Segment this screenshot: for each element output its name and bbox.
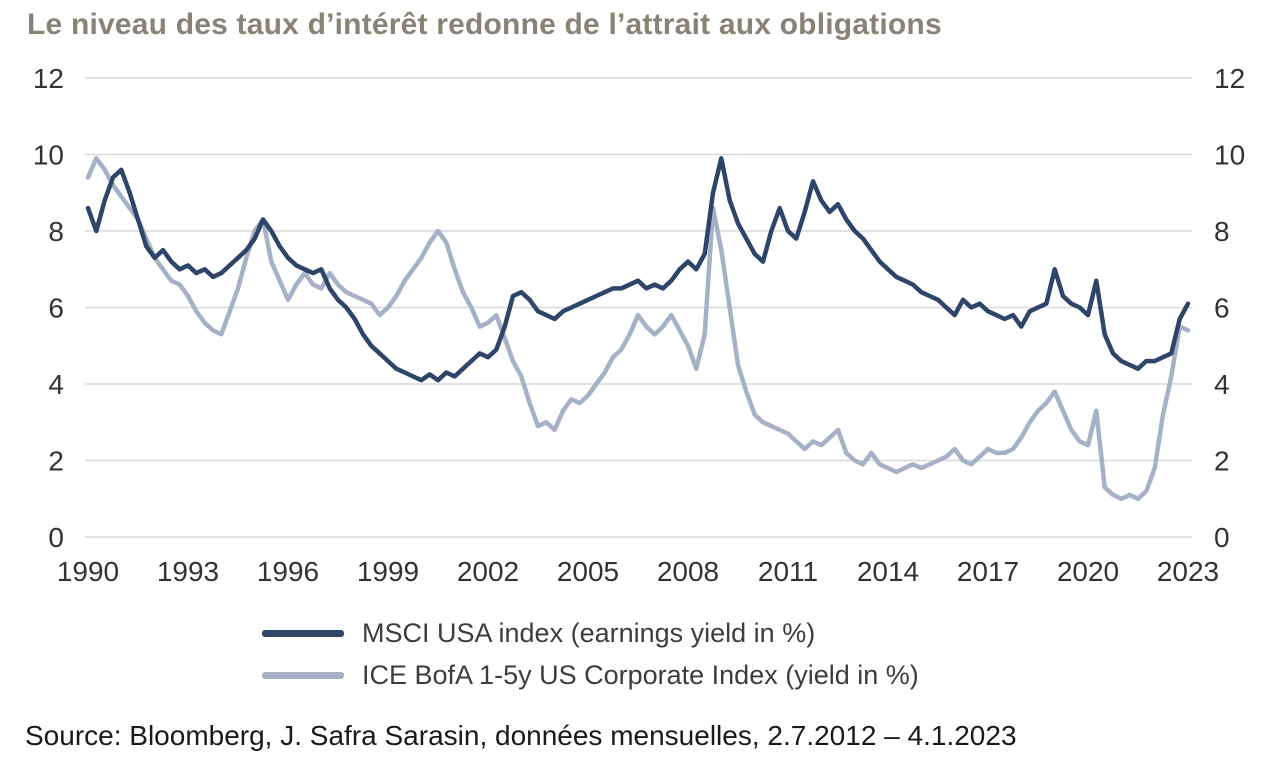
svg-text:0: 0 bbox=[48, 522, 64, 553]
msci-legend-label: MSCI USA index (earnings yield in %) bbox=[362, 617, 816, 648]
legend-item-ice: ICE BofA 1-5y US Corporate Index (yield … bbox=[262, 654, 919, 696]
svg-text:2008: 2008 bbox=[657, 556, 719, 587]
svg-text:8: 8 bbox=[1214, 216, 1230, 247]
svg-text:12: 12 bbox=[33, 63, 64, 94]
svg-text:2005: 2005 bbox=[557, 556, 619, 587]
chart-legend: MSCI USA index (earnings yield in %) ICE… bbox=[262, 612, 919, 696]
svg-text:2014: 2014 bbox=[857, 556, 919, 587]
svg-text:2011: 2011 bbox=[758, 556, 818, 587]
line-chart-plot: 0 0 2 2 4 4 6 6 8 8 10 10 12 12 1990 1993 1996 1999 2002 20… bbox=[33, 63, 1245, 587]
ice-legend-label: ICE BofA 1-5y US Corporate Index (yield … bbox=[362, 659, 919, 690]
svg-text:6: 6 bbox=[1214, 293, 1230, 324]
svg-text:1993: 1993 bbox=[157, 556, 219, 587]
source-note: Source: Bloomberg, J. Safra Sarasin, don… bbox=[25, 720, 1017, 751]
legend-item-msci: MSCI USA index (earnings yield in %) bbox=[262, 612, 919, 654]
svg-text:2023: 2023 bbox=[1157, 556, 1219, 587]
chart-title: Le niveau des taux d’intérêt redonne de … bbox=[27, 8, 942, 41]
svg-text:1999: 1999 bbox=[357, 556, 419, 587]
svg-text:1996: 1996 bbox=[257, 556, 319, 587]
svg-text:0: 0 bbox=[1214, 522, 1230, 553]
svg-text:6: 6 bbox=[48, 293, 64, 324]
svg-text:12: 12 bbox=[1214, 63, 1245, 94]
ice-line-swatch bbox=[262, 671, 344, 679]
svg-text:10: 10 bbox=[33, 140, 64, 171]
svg-text:4: 4 bbox=[1214, 369, 1230, 400]
svg-text:2017: 2017 bbox=[957, 556, 1019, 587]
svg-text:2020: 2020 bbox=[1057, 556, 1119, 587]
svg-text:2: 2 bbox=[48, 446, 64, 477]
svg-text:2002: 2002 bbox=[457, 556, 519, 587]
svg-text:4: 4 bbox=[48, 369, 64, 400]
svg-text:1990: 1990 bbox=[57, 556, 119, 587]
svg-text:10: 10 bbox=[1214, 140, 1245, 171]
msci-line-swatch bbox=[262, 629, 344, 637]
svg-text:2: 2 bbox=[1214, 446, 1230, 477]
svg-text:8: 8 bbox=[48, 216, 64, 247]
